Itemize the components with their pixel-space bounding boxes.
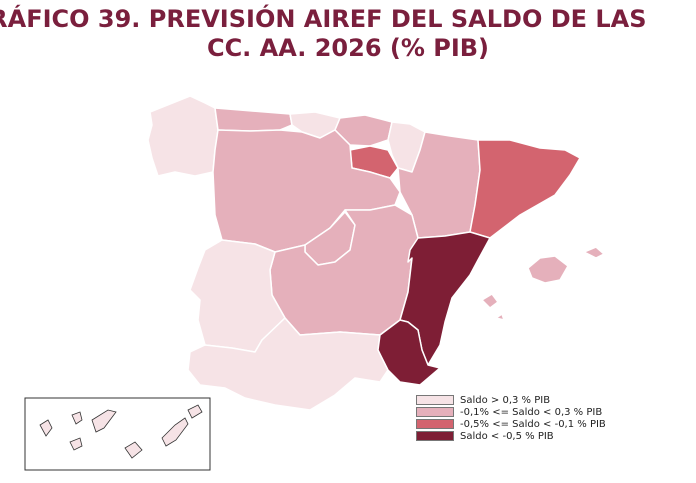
region-galicia xyxy=(147,95,219,177)
legend-swatch xyxy=(416,419,454,429)
legend-swatch xyxy=(416,407,454,417)
legend: Saldo > 0,3 % PIB -0,1% <= Saldo < 0,3 %… xyxy=(416,394,606,442)
canarias-inset-frame xyxy=(24,397,211,471)
legend-item: -0,5% <= Saldo < -0,1 % PIB xyxy=(416,418,606,430)
legend-item: -0,1% <= Saldo < 0,3 % PIB xyxy=(416,406,606,418)
chart-title-line2: CC. AA. 2026 (% PIB) xyxy=(206,34,490,62)
region-murcia xyxy=(377,319,441,386)
region-andalucia xyxy=(187,317,389,411)
legend-item: Saldo < -0,5 % PIB xyxy=(416,430,606,442)
legend-label: Saldo < -0,5 % PIB xyxy=(460,430,554,442)
legend-label: -0,5% <= Saldo < -0,1 % PIB xyxy=(460,418,606,430)
chart-title-line1: GRÁFICO 39. PREVISIÓN AIREF DEL SALDO DE… xyxy=(0,5,647,33)
legend-label: -0,1% <= Saldo < 0,3 % PIB xyxy=(460,406,603,418)
region-cataluna xyxy=(469,139,581,239)
legend-label: Saldo > 0,3 % PIB xyxy=(460,394,551,406)
legend-swatch xyxy=(416,431,454,441)
region-canarias xyxy=(39,404,203,459)
region-baleares xyxy=(481,246,605,321)
legend-swatch xyxy=(416,395,454,405)
legend-item: Saldo > 0,3 % PIB xyxy=(416,394,606,406)
region-asturias xyxy=(214,107,293,132)
